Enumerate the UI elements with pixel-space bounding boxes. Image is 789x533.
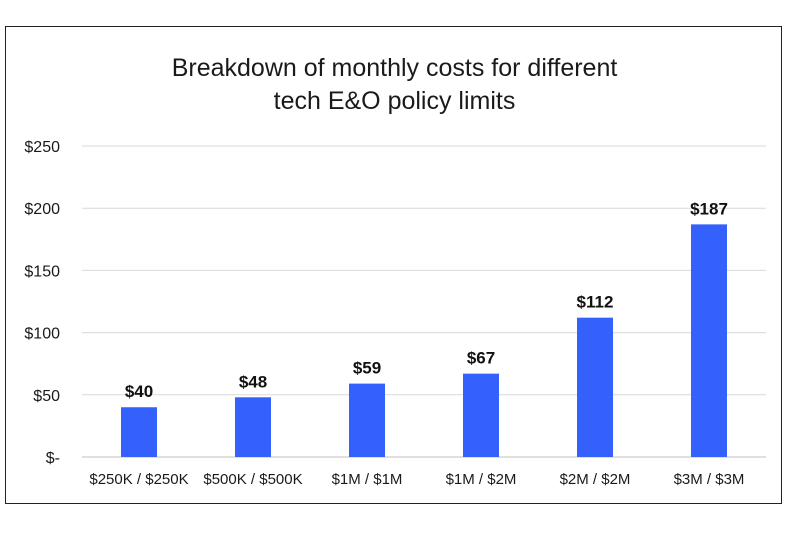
- x-tick-label-0: $250K / $250K: [89, 471, 188, 488]
- y-axis-tick-labels: $- $50 $100 $150 $200 $250: [24, 139, 60, 467]
- bar-0: [121, 407, 157, 457]
- data-label-3: $67: [467, 349, 495, 368]
- y-tick-label: $-: [46, 450, 60, 467]
- chart-title: Breakdown of monthly costs for different…: [0, 52, 789, 118]
- bar-2: [349, 383, 385, 457]
- y-tick-label: $200: [24, 201, 60, 218]
- bar-4: [577, 317, 613, 457]
- gridlines: [82, 145, 766, 458]
- y-tick-label: $50: [33, 388, 60, 405]
- data-label-4: $112: [577, 293, 614, 312]
- chart-title-line-1: Breakdown of monthly costs for different: [171, 54, 618, 82]
- y-tick-label: $250: [24, 139, 60, 156]
- x-tick-label-3: $1M / $2M: [446, 471, 517, 488]
- x-tick-label-5: $3M / $3M: [674, 471, 745, 488]
- x-tick-label-2: $1M / $1M: [332, 471, 403, 488]
- data-label-1: $48: [239, 372, 267, 391]
- data-label-2: $59: [353, 359, 381, 378]
- data-labels: $40 $48 $59 $67 $112 $187: [125, 199, 728, 401]
- bar-3: [463, 373, 499, 457]
- y-tick-label: $100: [24, 326, 60, 343]
- x-axis-tick-labels: $250K / $250K $500K / $500K $1M / $1M $1M /…: [89, 471, 744, 488]
- data-label-5: $187: [690, 199, 728, 218]
- bar-5: [691, 224, 727, 457]
- x-tick-label-4: $2M / $2M: [560, 471, 631, 488]
- x-tick-label-1: $500K / $500K: [203, 471, 302, 488]
- chart-title-line-2: tech E&O policy limits: [273, 87, 516, 115]
- bars: [121, 224, 727, 457]
- bar-1: [235, 397, 271, 457]
- y-tick-label: $150: [24, 263, 60, 280]
- data-label-0: $40: [125, 382, 153, 401]
